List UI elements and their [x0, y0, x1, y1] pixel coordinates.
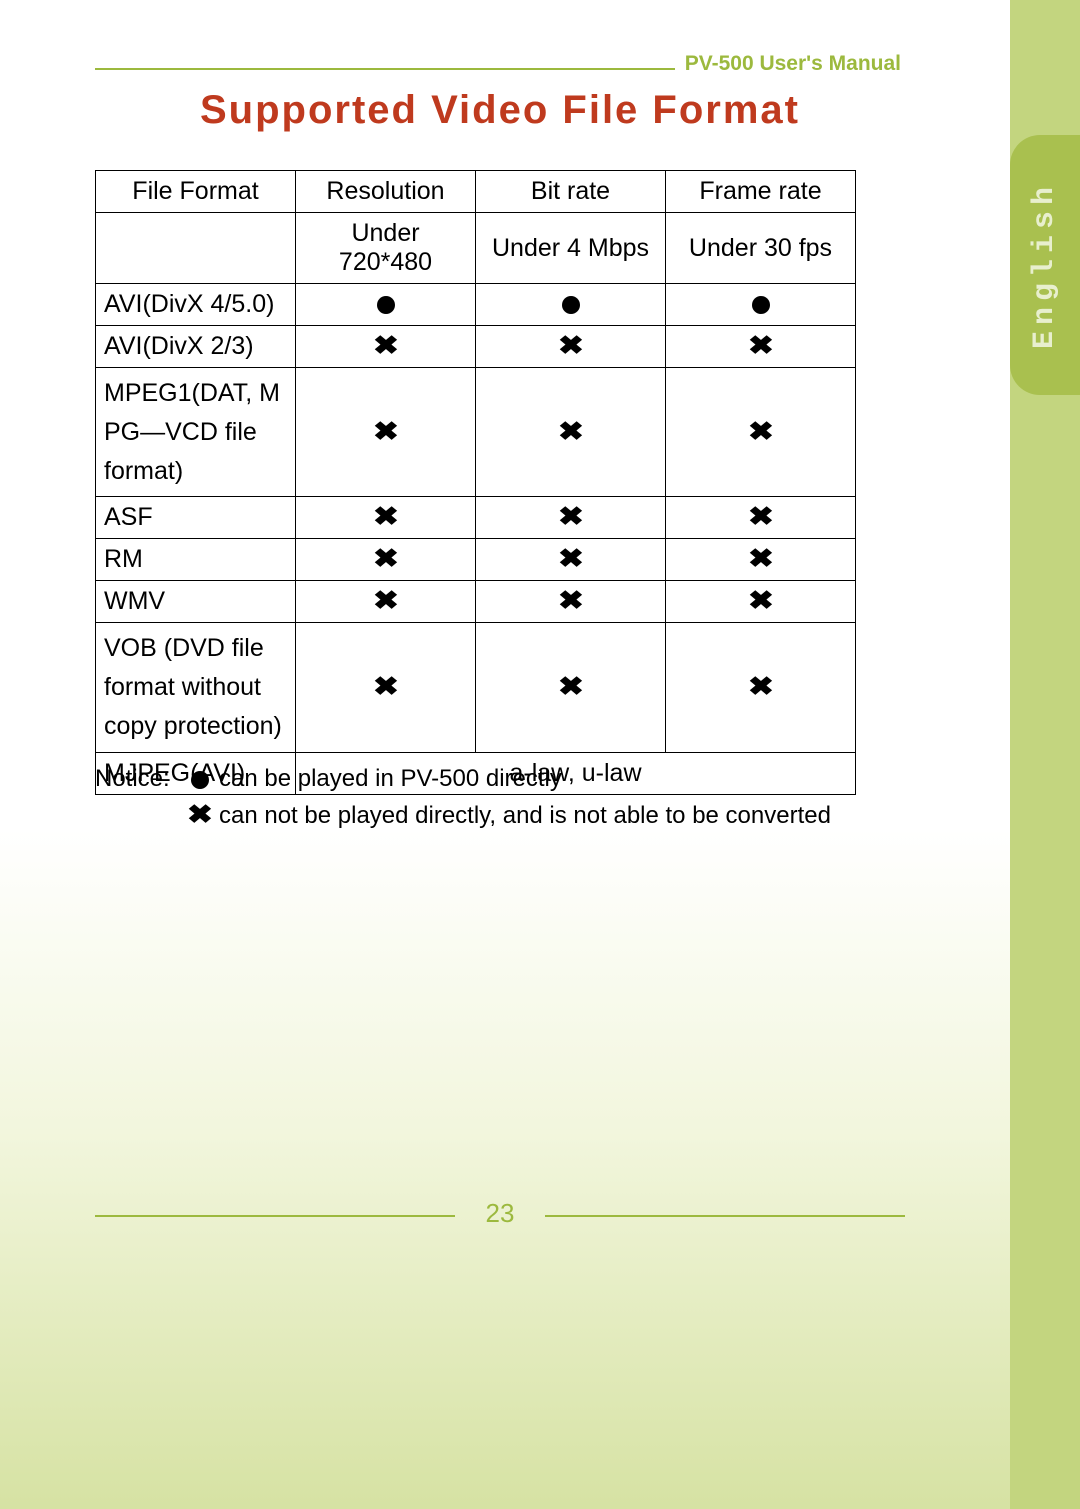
format-name: MPEG1(DAT, MPG—VCD fileformat) [96, 368, 296, 497]
dot-icon [185, 760, 215, 797]
cell: Under 30 fps [666, 213, 856, 284]
col-header: File Format [96, 171, 296, 213]
x-icon: ✖ [557, 418, 583, 444]
cell-no: ✖ [666, 623, 856, 752]
format-name: RM [96, 539, 296, 581]
notice-line: Notice: can be played in PV-500 directly [95, 760, 875, 797]
cell-no: ✖ [666, 581, 856, 623]
cell-no: ✖ [476, 623, 666, 752]
format-name-text: VOB (DVD fileformat withoutcopy protecti… [104, 629, 287, 745]
footer-rule [95, 1215, 455, 1217]
cell-no: ✖ [296, 623, 476, 752]
page-number: 23 [455, 1198, 545, 1229]
format-name: WMV [96, 581, 296, 623]
cell-no: ✖ [476, 497, 666, 539]
table-row: RM ✖ ✖ ✖ [96, 539, 856, 581]
col-header: Bit rate [476, 171, 666, 213]
format-table: File Format Resolution Bit rate Frame ra… [95, 170, 855, 795]
cell-no: ✖ [666, 539, 856, 581]
manual-title: PV-500 User's Manual [675, 52, 905, 76]
notice-line: ✖ can not be played directly, and is not… [95, 797, 875, 834]
cell-yes [296, 284, 476, 326]
notice-text: can not be played directly, and is not a… [219, 797, 831, 834]
x-icon: ✖ [372, 418, 398, 444]
cell-yes [476, 284, 666, 326]
cell-no: ✖ [666, 368, 856, 497]
col-header: Resolution [296, 171, 476, 213]
cell-no: ✖ [296, 326, 476, 368]
footer-rule [545, 1215, 905, 1217]
notice-label: Notice: [95, 760, 185, 797]
x-icon: ✖ [372, 332, 398, 358]
x-icon: ✖ [557, 332, 583, 358]
cell-no: ✖ [666, 497, 856, 539]
x-icon: ✖ [372, 587, 398, 613]
page: English PV-500 User's Manual Supported V… [0, 0, 1080, 1509]
table-row: VOB (DVD fileformat withoutcopy protecti… [96, 623, 856, 752]
cell: Under 720*480 [296, 213, 476, 284]
dot-icon [562, 296, 580, 314]
dot-icon [377, 296, 395, 314]
page-title: Supported Video File Format [95, 88, 905, 133]
table-subheader-row: Under 720*480 Under 4 Mbps Under 30 fps [96, 213, 856, 284]
x-icon: ✖ [747, 332, 773, 358]
table-row: WMV ✖ ✖ ✖ [96, 581, 856, 623]
table-row: AVI(DivX 2/3) ✖ ✖ ✖ [96, 326, 856, 368]
table-row: AVI(DivX 4/5.0) [96, 284, 856, 326]
cell-no: ✖ [296, 368, 476, 497]
notice-text: can be played in PV-500 directly [219, 760, 562, 797]
table-row: MPEG1(DAT, MPG—VCD fileformat) ✖ ✖ ✖ [96, 368, 856, 497]
cell-no: ✖ [476, 368, 666, 497]
format-name-text: MPEG1(DAT, MPG—VCD fileformat) [104, 374, 287, 490]
x-icon: ✖ [185, 797, 215, 834]
cell-no: ✖ [476, 581, 666, 623]
x-icon: ✖ [372, 503, 398, 529]
cell-yes [666, 284, 856, 326]
cell [96, 213, 296, 284]
language-tab: English [1010, 135, 1080, 395]
format-name: ASF [96, 497, 296, 539]
x-icon: ✖ [747, 503, 773, 529]
cell-no: ✖ [666, 326, 856, 368]
x-icon: ✖ [372, 673, 398, 699]
x-icon: ✖ [747, 587, 773, 613]
format-name: AVI(DivX 4/5.0) [96, 284, 296, 326]
x-icon: ✖ [747, 673, 773, 699]
cell-no: ✖ [296, 581, 476, 623]
format-name: VOB (DVD fileformat withoutcopy protecti… [96, 623, 296, 752]
cell-no: ✖ [476, 326, 666, 368]
x-icon: ✖ [372, 545, 398, 571]
cell: Under 4 Mbps [476, 213, 666, 284]
notice-block: Notice: can be played in PV-500 directly… [95, 760, 875, 834]
cell-no: ✖ [296, 497, 476, 539]
x-icon: ✖ [557, 545, 583, 571]
cell-no: ✖ [296, 539, 476, 581]
x-icon: ✖ [747, 545, 773, 571]
table-header-row: File Format Resolution Bit rate Frame ra… [96, 171, 856, 213]
format-name: AVI(DivX 2/3) [96, 326, 296, 368]
col-header: Frame rate [666, 171, 856, 213]
cell-no: ✖ [476, 539, 666, 581]
dot-icon [752, 296, 770, 314]
x-icon: ✖ [557, 503, 583, 529]
x-icon: ✖ [747, 418, 773, 444]
table-row: ASF ✖ ✖ ✖ [96, 497, 856, 539]
language-tab-label: English [1028, 181, 1062, 349]
x-icon: ✖ [557, 673, 583, 699]
x-icon: ✖ [557, 587, 583, 613]
